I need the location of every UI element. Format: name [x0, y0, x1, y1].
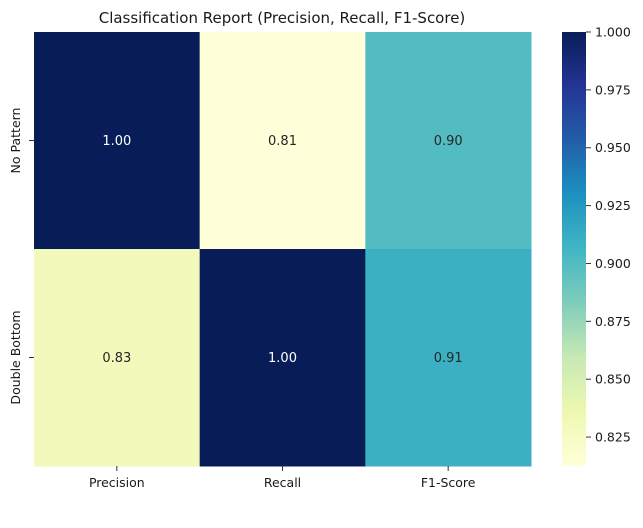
heatmap-cell	[199, 249, 366, 467]
colorbar-gradient	[562, 32, 586, 466]
heatmap-cells: 1.00 0.81 0.90 0.83 1.00 0.91	[34, 32, 532, 467]
heatmap-cell	[34, 32, 201, 250]
y-tick-label: Double Bottom	[8, 310, 23, 404]
colorbar-tick-label: 0.900	[595, 256, 631, 271]
x-tick-label: Recall	[264, 475, 301, 490]
colorbar-tick-label: 0.875	[595, 314, 631, 329]
heatmap-cell	[365, 249, 532, 467]
cell-value-label: 0.83	[102, 351, 131, 366]
colorbar-tick-label: 0.950	[595, 140, 631, 155]
colorbar-tick-label: 0.925	[595, 198, 631, 213]
x-tick-label: Precision	[89, 475, 145, 490]
colorbar-tick-label: 1.000	[595, 25, 631, 40]
heatmap-cell	[199, 32, 366, 250]
cell-value-label: 0.90	[434, 134, 463, 149]
y-tick-label: No Pattern	[8, 108, 23, 174]
cell-value-label: 0.91	[434, 351, 463, 366]
colorbar-tick-label: 0.825	[595, 430, 631, 445]
heatmap-cell	[34, 249, 201, 467]
colorbar: 0.825 0.850 0.875 0.900 0.925 0.950 0.975 1.000	[562, 25, 631, 466]
cell-value-label: 0.81	[268, 134, 297, 149]
colorbar-tick-label: 0.975	[595, 82, 631, 97]
x-tick-label: F1-Score	[421, 475, 476, 490]
cell-value-label: 1.00	[102, 134, 131, 149]
chart-title: Classification Report (Precision, Recall…	[99, 9, 466, 27]
cell-value-label: 1.00	[268, 351, 297, 366]
colorbar-tick-label: 0.850	[595, 372, 631, 387]
x-axis: Precision Recall F1-Score	[89, 466, 476, 490]
y-axis: No Pattern Double Bottom	[8, 108, 34, 405]
heatmap-cell	[365, 32, 532, 250]
